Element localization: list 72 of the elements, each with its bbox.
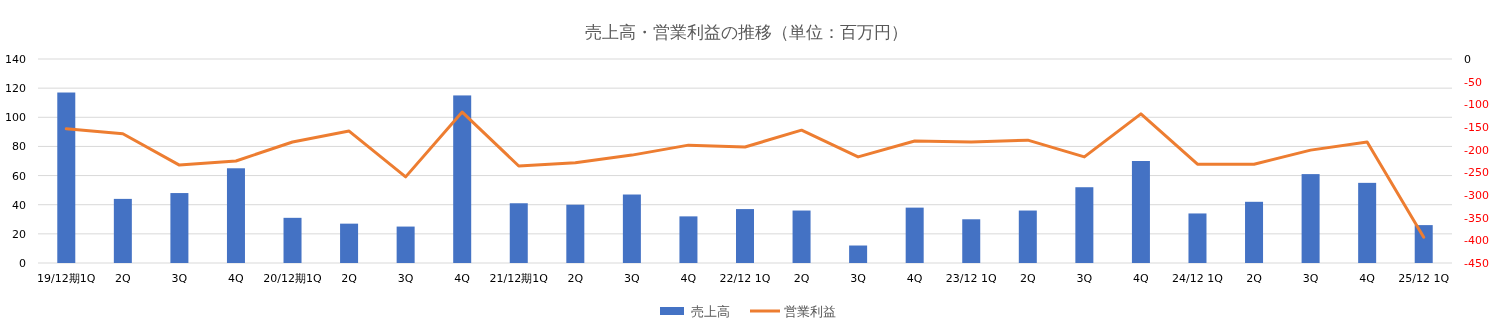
bar: [1358, 182, 1377, 263]
y2-tick-label: -200: [1464, 143, 1489, 157]
x-tick-label: 25/12 1Q: [1398, 272, 1450, 285]
x-tick-label: 3Q: [171, 272, 188, 285]
bar: [170, 193, 189, 263]
bar: [396, 226, 415, 263]
bar: [57, 92, 76, 263]
bar: [1188, 213, 1207, 263]
x-tick-label: 24/12 1Q: [1172, 272, 1224, 285]
x-tick-label: 3Q: [624, 272, 641, 285]
x-tick-label: 20/12期1Q: [263, 272, 323, 285]
bar: [736, 209, 754, 263]
bar: [792, 210, 811, 263]
bar: [1301, 174, 1320, 263]
bar: [905, 207, 924, 263]
bar: [509, 203, 528, 263]
bar: [962, 219, 981, 263]
x-tick-label: 23/12 1Q: [945, 272, 998, 285]
bar: [1414, 225, 1433, 263]
bar: [1018, 210, 1037, 263]
bar: [1131, 161, 1150, 263]
bar: [566, 204, 585, 263]
y-tick-label: 0: [19, 257, 26, 270]
bar: [226, 168, 245, 263]
chart-title: 売上高・営業利益の推移（単位：百万円）: [585, 22, 908, 42]
bar: [622, 194, 641, 263]
bar: [679, 216, 698, 263]
x-tick-label: 3Q: [850, 272, 867, 285]
y2-tick-label: -250: [1464, 166, 1489, 180]
x-tick-label: 2Q: [567, 272, 584, 285]
line-series: [64, 110, 1426, 239]
y2-tick-label: -350: [1464, 211, 1489, 225]
legend-label: 売上高: [691, 304, 730, 319]
x-tick-label: 4Q: [680, 272, 697, 285]
bar: [1075, 187, 1094, 263]
x-tick-label: 4Q: [906, 272, 923, 285]
x-tick-label: 3Q: [1302, 272, 1319, 285]
x-tick-label: 2Q: [115, 272, 131, 285]
x-tick-label: 4Q: [1359, 272, 1376, 285]
y-tick-label: 60: [12, 169, 26, 183]
y2-tick-label: 0: [1464, 53, 1471, 66]
y-tick-label: 80: [12, 140, 26, 154]
legend-label: 営業利益: [784, 304, 836, 319]
y-tick-label: 20: [12, 227, 26, 241]
y2-tick-label: -100: [1464, 98, 1489, 112]
x-tick-label: 3Q: [397, 272, 414, 285]
x-tick-label: 4Q: [1133, 272, 1150, 285]
x-tick-label: 19/12期1Q: [37, 272, 96, 285]
x-tick-label: 3Q: [1076, 272, 1093, 285]
y2-tick-label: -400: [1464, 234, 1489, 248]
y-tick-label: 140: [5, 53, 26, 66]
x-tick-label: 22/12 1Q: [719, 272, 771, 285]
y2-tick-label: -50: [1464, 75, 1482, 89]
x-tick-label: 2Q: [1246, 272, 1263, 285]
bar: [113, 198, 132, 263]
y-tick-label: 120: [5, 82, 26, 96]
x-tick-label: 2Q: [793, 272, 810, 285]
y2-tick-label: -450: [1464, 257, 1489, 270]
x-tick-label: 4Q: [228, 272, 245, 285]
x-tick-label: 4Q: [454, 272, 471, 285]
y-tick-label: 40: [12, 198, 26, 212]
bar: [283, 217, 302, 263]
x-tick-label: 2Q: [1019, 272, 1036, 285]
x-tick-label: 21/12期1Q: [489, 272, 549, 285]
bar: [453, 95, 472, 263]
bar: [849, 245, 868, 263]
y2-tick-label: -300: [1464, 189, 1489, 202]
y-tick-label: 100: [5, 111, 26, 125]
bar: [1245, 201, 1264, 263]
x-tick-label: 2Q: [341, 272, 358, 285]
y2-tick-label: -150: [1464, 121, 1489, 134]
bar: [340, 223, 359, 263]
